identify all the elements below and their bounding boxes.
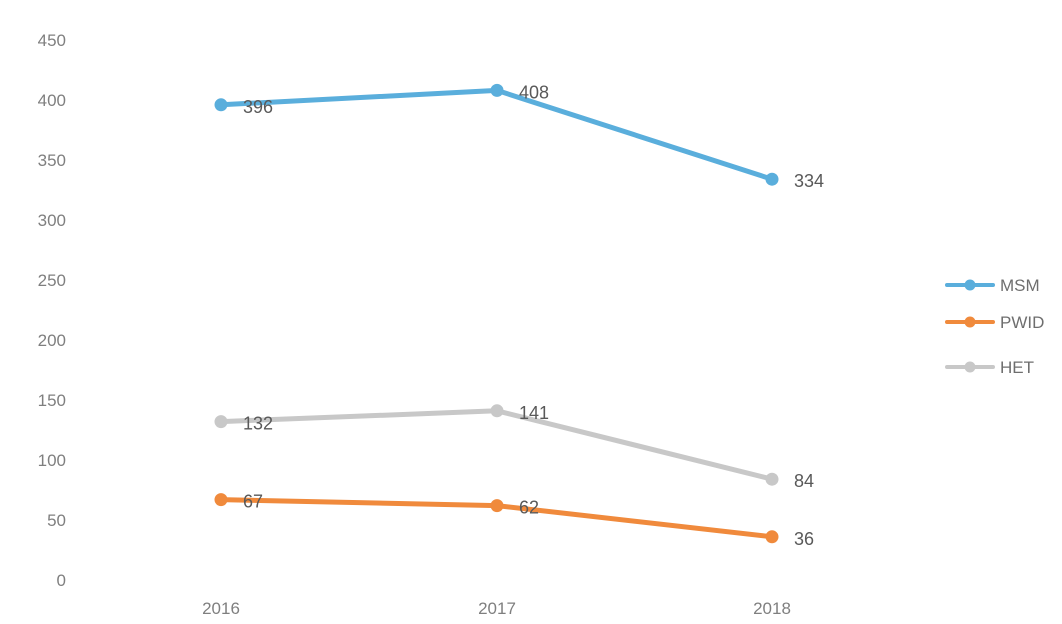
data-point (490, 404, 504, 418)
data-point (490, 499, 504, 513)
data-point (214, 493, 228, 507)
data-label: 408 (519, 82, 549, 102)
series-pwid: 67 62 36 (214, 492, 814, 549)
y-tick-label: 150 (38, 391, 66, 410)
y-tick-label: 250 (38, 271, 66, 290)
y-tick-label: 450 (38, 31, 66, 50)
legend-label: MSM (1000, 276, 1040, 295)
data-label: 132 (243, 414, 273, 434)
y-tick-label: 200 (38, 331, 66, 350)
legend-label: PWID (1000, 313, 1044, 332)
y-tick-label: 400 (38, 91, 66, 110)
data-point (214, 415, 228, 429)
x-tick-label: 2017 (478, 599, 516, 618)
data-label: 84 (794, 471, 814, 491)
data-point (765, 172, 779, 186)
y-tick-label: 350 (38, 151, 66, 170)
legend-swatch-marker (964, 316, 976, 328)
data-label: 141 (519, 403, 549, 423)
data-label: 62 (519, 498, 539, 518)
y-tick-label: 0 (57, 571, 66, 590)
legend-swatch-marker (964, 361, 976, 373)
data-label: 67 (243, 492, 263, 512)
y-tick-label: 100 (38, 451, 66, 470)
y-tick-label: 300 (38, 211, 66, 230)
legend-label: HET (1000, 358, 1034, 377)
y-axis: 0 50 100 150 200 250 300 350 400 450 (38, 31, 66, 590)
x-tick-label: 2018 (753, 599, 791, 618)
data-label: 334 (794, 171, 824, 191)
legend-item: PWID (945, 313, 1044, 332)
data-point (214, 98, 228, 112)
series-line (218, 408, 775, 482)
series-msm: 396 408 334 (214, 82, 824, 191)
legend-swatch-marker (964, 279, 976, 291)
series-het: 132 141 84 (214, 403, 814, 491)
legend-item: MSM (945, 276, 1040, 295)
legend-item: HET (945, 358, 1034, 377)
x-axis: 2016 2017 2018 (202, 599, 791, 618)
legend: MSM PWID HET (945, 276, 1044, 377)
series-layer: 396 408 334 67 62 36 132 141 84 (214, 82, 824, 549)
y-tick-label: 50 (47, 511, 66, 530)
data-point (765, 472, 779, 486)
data-label: 396 (243, 97, 273, 117)
series-line (218, 87, 775, 182)
data-point (765, 530, 779, 544)
data-label: 36 (794, 529, 814, 549)
x-tick-label: 2016 (202, 599, 240, 618)
data-point (490, 83, 504, 97)
